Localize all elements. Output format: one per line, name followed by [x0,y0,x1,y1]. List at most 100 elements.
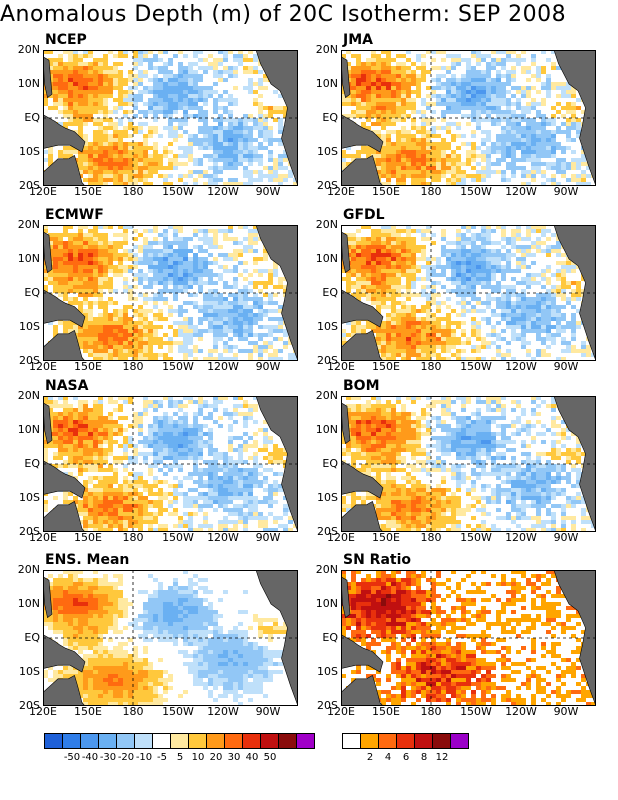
field-cell [541,110,547,115]
field-cell [158,265,164,270]
field-cell [158,285,164,290]
field-cell [258,130,264,135]
field-cell [278,142,284,147]
field-cell [238,114,244,119]
field-cell [93,281,99,286]
field-cell [551,118,557,123]
field-cell [391,178,397,183]
field-cell [143,86,149,91]
field-cell [193,154,199,159]
field-cell [541,158,547,163]
field-cell [238,257,244,262]
field-cell [173,122,179,127]
field-cell [93,321,99,326]
field-cell [541,50,547,55]
field-cell [198,98,204,103]
field-cell [193,66,199,71]
field-cell [58,265,64,270]
field-cell [93,106,99,111]
field-cell [531,114,537,119]
field-cell [571,122,577,127]
field-cell [258,98,264,103]
lat-tick-label: 20S [19,179,40,192]
field-cell [491,94,497,99]
field-cell [486,182,492,186]
field-cell [531,154,537,159]
field-cell [203,253,209,258]
field-cell [143,158,149,163]
field-cell [133,54,139,59]
field-cell [73,257,79,262]
field-cell [263,289,269,294]
field-cell [351,106,357,111]
field-cell [183,78,189,83]
field-cell [123,98,129,103]
field-cell [273,281,279,286]
field-cell [158,257,164,262]
field-cell [341,54,347,59]
field-cell [223,170,229,175]
field-cell [133,78,139,83]
field-cell [476,70,482,75]
field-cell [411,138,417,143]
field-cell [441,98,447,103]
field-cell [208,237,214,242]
field-cell [118,102,124,107]
field-cell [421,134,427,139]
field-cell [243,166,249,171]
field-cell [486,98,492,103]
field-cell [178,158,184,163]
field-cell [198,118,204,123]
field-cell [158,106,164,111]
field-cell [401,130,407,135]
field-cell [561,114,567,119]
field-cell [68,110,74,115]
field-cell [128,321,134,326]
field-cell [411,170,417,175]
field-cell [471,174,477,179]
field-cell [118,66,124,71]
field-cell [138,293,144,298]
field-cell [431,78,437,83]
field-cell [283,333,289,338]
field-cell [253,110,259,115]
field-cell [88,313,94,318]
field-cell [143,317,149,322]
field-cell [123,50,129,55]
field-cell [228,321,234,326]
field-cell [451,146,457,151]
field-cell [123,293,129,298]
field-cell [258,265,264,270]
field-cell [43,265,49,270]
field-cell [531,106,537,111]
field-cell [178,281,184,286]
field-cell [103,253,109,258]
field-cell [233,269,239,274]
field-cell [253,82,259,87]
field-cell [506,170,512,175]
field-cell [516,70,522,75]
field-cell [208,122,214,127]
field-cell [396,130,402,135]
field-cell [258,142,264,147]
field-cell [371,102,377,107]
field-cell [148,54,154,59]
field-cell [461,74,467,79]
field-cell [243,297,249,302]
field-cell [461,154,467,159]
field-cell [476,58,482,63]
field-cell [58,249,64,254]
field-cell [208,58,214,63]
field-cell [143,54,149,59]
field-cell [263,265,269,270]
field-cell [133,317,139,322]
field-cell [68,74,74,79]
field-cell [386,106,392,111]
field-cell [58,94,64,99]
field-cell [58,325,64,330]
field-cell [416,102,422,107]
field-cell [253,253,259,258]
field-cell [546,170,552,175]
field-cell [551,82,557,87]
field-cell [561,166,567,171]
